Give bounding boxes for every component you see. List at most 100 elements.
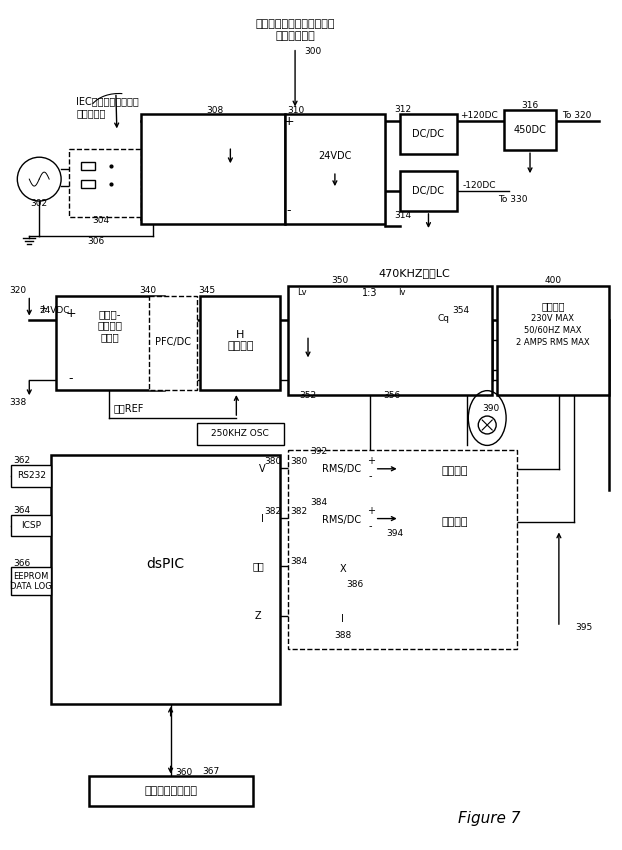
Bar xyxy=(56,296,164,390)
Text: フロント・パネル: フロント・パネル xyxy=(144,786,197,796)
Text: Figure 7: Figure 7 xyxy=(458,811,521,825)
Text: 電圧検知: 電圧検知 xyxy=(441,517,468,526)
Text: RMS/DC: RMS/DC xyxy=(322,514,361,524)
Text: +120DC: +120DC xyxy=(460,110,498,120)
Bar xyxy=(318,558,368,581)
Text: 395: 395 xyxy=(575,622,592,632)
Bar xyxy=(200,296,280,390)
Bar xyxy=(497,286,609,395)
Text: -: - xyxy=(369,521,373,531)
Bar xyxy=(11,465,51,487)
Bar xyxy=(288,286,492,395)
Text: モジュール: モジュール xyxy=(76,109,105,118)
Text: 24VDC: 24VDC xyxy=(318,151,351,162)
Text: 50/60HZ MAX: 50/60HZ MAX xyxy=(524,326,582,335)
Text: 306: 306 xyxy=(87,237,104,246)
Text: ICSP: ICSP xyxy=(21,521,41,530)
Text: 電力: 電力 xyxy=(253,561,264,571)
Text: 362: 362 xyxy=(13,456,30,465)
Text: 350: 350 xyxy=(332,276,348,285)
Text: 24VDC: 24VDC xyxy=(39,306,70,315)
Text: -: - xyxy=(369,471,373,481)
Text: Iv: Iv xyxy=(398,288,406,298)
Text: 250KHZ OSC: 250KHZ OSC xyxy=(211,429,269,439)
Text: Z: Z xyxy=(255,611,261,621)
Text: RMS/DC: RMS/DC xyxy=(322,464,361,473)
Text: -: - xyxy=(69,371,73,385)
Text: 367: 367 xyxy=(202,767,219,776)
Text: +: + xyxy=(39,303,48,314)
Text: 384: 384 xyxy=(310,498,328,507)
Text: 382: 382 xyxy=(290,507,307,516)
Text: 316: 316 xyxy=(521,101,539,110)
Text: EEPROM
DATA LOG: EEPROM DATA LOG xyxy=(11,571,52,591)
Text: 394: 394 xyxy=(386,529,403,538)
Text: DC/DC: DC/DC xyxy=(412,129,445,139)
Bar xyxy=(149,296,197,390)
Text: 450DC: 450DC xyxy=(514,125,547,135)
Text: PFC/DC: PFC/DC xyxy=(155,337,190,348)
Text: 388: 388 xyxy=(334,631,351,639)
Text: 386: 386 xyxy=(346,580,363,589)
Bar xyxy=(399,507,509,536)
Text: 364: 364 xyxy=(13,506,30,515)
Text: 312: 312 xyxy=(394,105,411,114)
Text: X: X xyxy=(340,564,346,575)
Text: -: - xyxy=(287,205,291,218)
Text: 負荷装置: 負荷装置 xyxy=(541,302,565,312)
Text: +: + xyxy=(66,307,77,320)
Text: Cq: Cq xyxy=(437,314,450,323)
Text: 314: 314 xyxy=(394,212,411,220)
Bar xyxy=(318,607,368,631)
Text: +: + xyxy=(367,506,374,516)
Bar xyxy=(11,514,51,536)
Text: 340: 340 xyxy=(139,286,156,295)
Bar xyxy=(310,456,374,481)
Bar xyxy=(399,456,509,484)
Text: 380: 380 xyxy=(290,457,307,467)
Text: 230V MAX: 230V MAX xyxy=(531,314,574,323)
Text: 医療グレード電力供給装置: 医療グレード電力供給装置 xyxy=(255,19,335,29)
Bar xyxy=(11,567,51,595)
Text: +: + xyxy=(367,456,374,467)
Text: 366: 366 xyxy=(13,559,30,568)
Bar xyxy=(310,507,374,531)
Text: 392: 392 xyxy=(310,447,328,456)
Text: 電流検知: 電流検知 xyxy=(441,466,468,476)
Bar xyxy=(285,115,384,224)
Text: 302: 302 xyxy=(30,200,48,208)
Text: Lv: Lv xyxy=(297,288,307,298)
Text: 1:3: 1:3 xyxy=(362,287,378,298)
Text: 400: 400 xyxy=(544,276,562,285)
Text: 352: 352 xyxy=(299,391,317,399)
Text: To 320: To 320 xyxy=(562,110,592,120)
Text: 電力REF: 電力REF xyxy=(114,403,144,413)
Text: To 330: To 330 xyxy=(498,195,528,203)
Text: 470KHZ共振LC: 470KHZ共振LC xyxy=(379,268,450,278)
Bar xyxy=(89,776,253,807)
Text: 308: 308 xyxy=(206,106,223,115)
Text: 300: 300 xyxy=(304,47,322,56)
Text: dsPIC: dsPIC xyxy=(147,558,185,571)
Text: +: + xyxy=(284,115,294,128)
Text: 345: 345 xyxy=(198,286,215,295)
Text: H
ブリッジ: H ブリッジ xyxy=(227,330,254,351)
Bar xyxy=(399,171,457,211)
Text: I: I xyxy=(261,513,264,524)
Text: 2 AMPS RMS MAX: 2 AMPS RMS MAX xyxy=(516,337,590,347)
Text: 384: 384 xyxy=(290,557,307,566)
Bar xyxy=(197,423,284,445)
Bar xyxy=(81,162,95,170)
Text: 338: 338 xyxy=(10,398,27,406)
Text: V: V xyxy=(259,464,266,473)
Bar xyxy=(399,115,457,154)
Text: 320: 320 xyxy=(10,286,27,295)
Text: 354: 354 xyxy=(453,306,470,315)
Text: 356: 356 xyxy=(383,391,401,399)
Bar xyxy=(288,450,517,649)
Text: RS232: RS232 xyxy=(17,471,46,480)
Text: 390: 390 xyxy=(483,404,500,412)
Text: 絶縁仕様適合: 絶縁仕様適合 xyxy=(275,31,315,41)
Bar xyxy=(69,150,141,217)
Bar xyxy=(141,115,285,224)
